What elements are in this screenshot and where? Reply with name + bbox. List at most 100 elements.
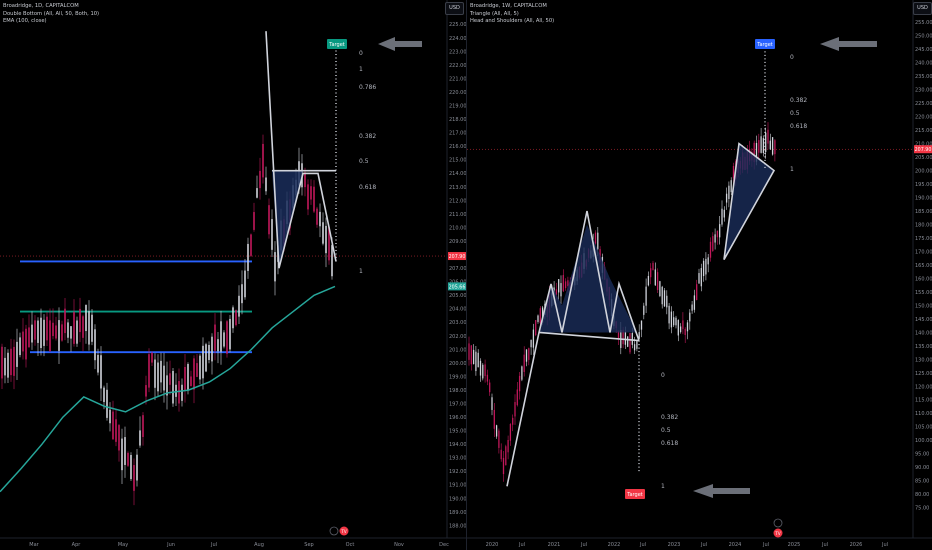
price-tick-label: 216.00 xyxy=(449,144,466,150)
last-price-badge xyxy=(448,252,466,261)
price-tick-label: 203.00 xyxy=(449,320,466,326)
left-legend-indicator-1[interactable]: Double Bottom (All, All, 50, Both, 10) xyxy=(3,10,100,17)
fib-top-level-label: 1 xyxy=(790,166,794,173)
right-candle xyxy=(707,257,709,265)
price-tick-label: 75.00 xyxy=(915,506,929,512)
right-candle xyxy=(624,331,627,345)
right-candle xyxy=(689,312,691,322)
right-candle xyxy=(659,281,661,297)
right-candle xyxy=(661,286,663,305)
price-tick-label: 225.00 xyxy=(915,101,932,107)
price-tick-label: 235.00 xyxy=(915,74,932,80)
right-legend-indicator-1[interactable]: Triangle (All, All, 5) xyxy=(470,10,519,17)
left-chart-canvas[interactable]: 188.00 189.00 190.00 191.00 192.00 193.00 194.… xyxy=(0,0,466,550)
calendar-icon xyxy=(773,518,783,528)
right-currency-button[interactable]: USD xyxy=(913,2,932,15)
left-currency-button[interactable]: USD xyxy=(445,2,464,15)
fib-top-level-label: 0.5 xyxy=(790,110,800,117)
price-tick-label: 210.00 xyxy=(915,141,932,147)
left-candle xyxy=(100,355,102,389)
left-candle xyxy=(73,312,75,344)
right-candle xyxy=(638,332,640,339)
time-tick-label: Nov xyxy=(394,542,404,548)
right-candle xyxy=(647,275,650,286)
left-candle xyxy=(13,346,15,376)
left-candle xyxy=(19,337,21,356)
price-tick-label: 189.00 xyxy=(449,510,466,516)
right-candle xyxy=(691,304,693,311)
right-candle xyxy=(732,165,735,179)
right-candle xyxy=(728,185,730,199)
left-candle xyxy=(1,346,3,379)
left-legend-indicator-2[interactable]: EMA (100, close) xyxy=(3,18,47,24)
price-tick-label: 196.00 xyxy=(449,415,466,421)
right-candle xyxy=(762,138,765,153)
ema-price-badge xyxy=(448,282,466,291)
right-legend-indicator-2[interactable]: Head and Shoulders (All, All, 50) xyxy=(470,18,555,24)
left-candle xyxy=(52,322,54,337)
left-candle xyxy=(148,354,150,388)
left-candle xyxy=(85,304,87,332)
left-candle xyxy=(82,316,84,338)
right-candle xyxy=(523,354,525,372)
time-tick-label: 2024 xyxy=(729,542,742,548)
left-candle xyxy=(67,322,69,338)
last-price-badge-text: 207.90 xyxy=(915,147,932,153)
price-tick-label: 205.00 xyxy=(915,155,932,161)
left-candle xyxy=(274,252,276,282)
price-tick-label: 214.00 xyxy=(449,171,466,177)
right-candle xyxy=(705,258,707,275)
earnings-icon xyxy=(773,528,783,538)
left-candle xyxy=(40,317,42,349)
right-candle xyxy=(502,457,505,475)
price-tick-label: 155.00 xyxy=(915,290,932,296)
right-candle xyxy=(505,446,507,466)
right-candle xyxy=(491,397,493,410)
price-tick-label: 224.00 xyxy=(449,36,466,42)
price-tick-label: 150.00 xyxy=(915,303,932,309)
right-candle xyxy=(758,140,760,153)
hs-pattern-fill xyxy=(539,224,637,333)
right-legend-symbol[interactable]: Broadridge, 1W, CAPITALCOM xyxy=(470,3,547,9)
left-candle xyxy=(319,211,321,227)
right-candle xyxy=(677,320,679,336)
left-candle xyxy=(226,321,228,354)
left-candle xyxy=(223,332,225,347)
right-candle xyxy=(753,142,755,163)
right-candle xyxy=(675,317,677,326)
left-candle xyxy=(94,329,96,361)
right-candle xyxy=(627,336,629,347)
target-bottom-label: Target xyxy=(626,492,643,498)
left-candle xyxy=(172,370,174,404)
right-candle xyxy=(698,273,700,284)
right-candle xyxy=(725,193,728,203)
last-price-badge xyxy=(914,145,932,154)
right-candle xyxy=(668,305,670,324)
left-candle xyxy=(181,384,183,401)
target-badge xyxy=(327,39,347,49)
left-candle xyxy=(58,320,60,351)
left-candle xyxy=(175,384,177,397)
right-candle xyxy=(477,352,479,368)
left-candle xyxy=(118,425,120,451)
price-tick-label: 209.00 xyxy=(449,239,466,245)
fib-bottom-level-label: 0.382 xyxy=(661,414,678,421)
time-tick-label: Mar xyxy=(29,542,39,548)
arrow-icon xyxy=(378,37,422,51)
tv-logo-text: TV xyxy=(340,529,346,534)
price-tick-label: 125.00 xyxy=(915,371,932,377)
left-chart-panel[interactable]: 188.00 189.00 190.00 191.00 192.00 193.00 194.… xyxy=(0,0,466,550)
price-tick-label: 240.00 xyxy=(915,60,932,66)
right-candle xyxy=(475,351,477,372)
time-tick-label: 2022 xyxy=(608,542,621,548)
price-tick-label: 255.00 xyxy=(915,20,932,26)
right-candle xyxy=(562,275,564,292)
left-candle xyxy=(16,341,18,367)
right-chart-canvas[interactable]: 75.0080.0085.0090.0095.00100.00105.00110… xyxy=(467,0,932,550)
left-legend-symbol[interactable]: Broadridge, 1D, CAPITALCOM xyxy=(3,3,79,9)
price-tick-label: 197.00 xyxy=(449,401,466,407)
left-candle xyxy=(250,234,252,256)
time-tick-label: Jul xyxy=(210,542,217,548)
time-tick-label: 2026 xyxy=(850,542,863,548)
right-chart-panel[interactable]: 75.00 80.00 85.00 90.00 95.00 100.00 105.00 110… xyxy=(466,0,932,550)
